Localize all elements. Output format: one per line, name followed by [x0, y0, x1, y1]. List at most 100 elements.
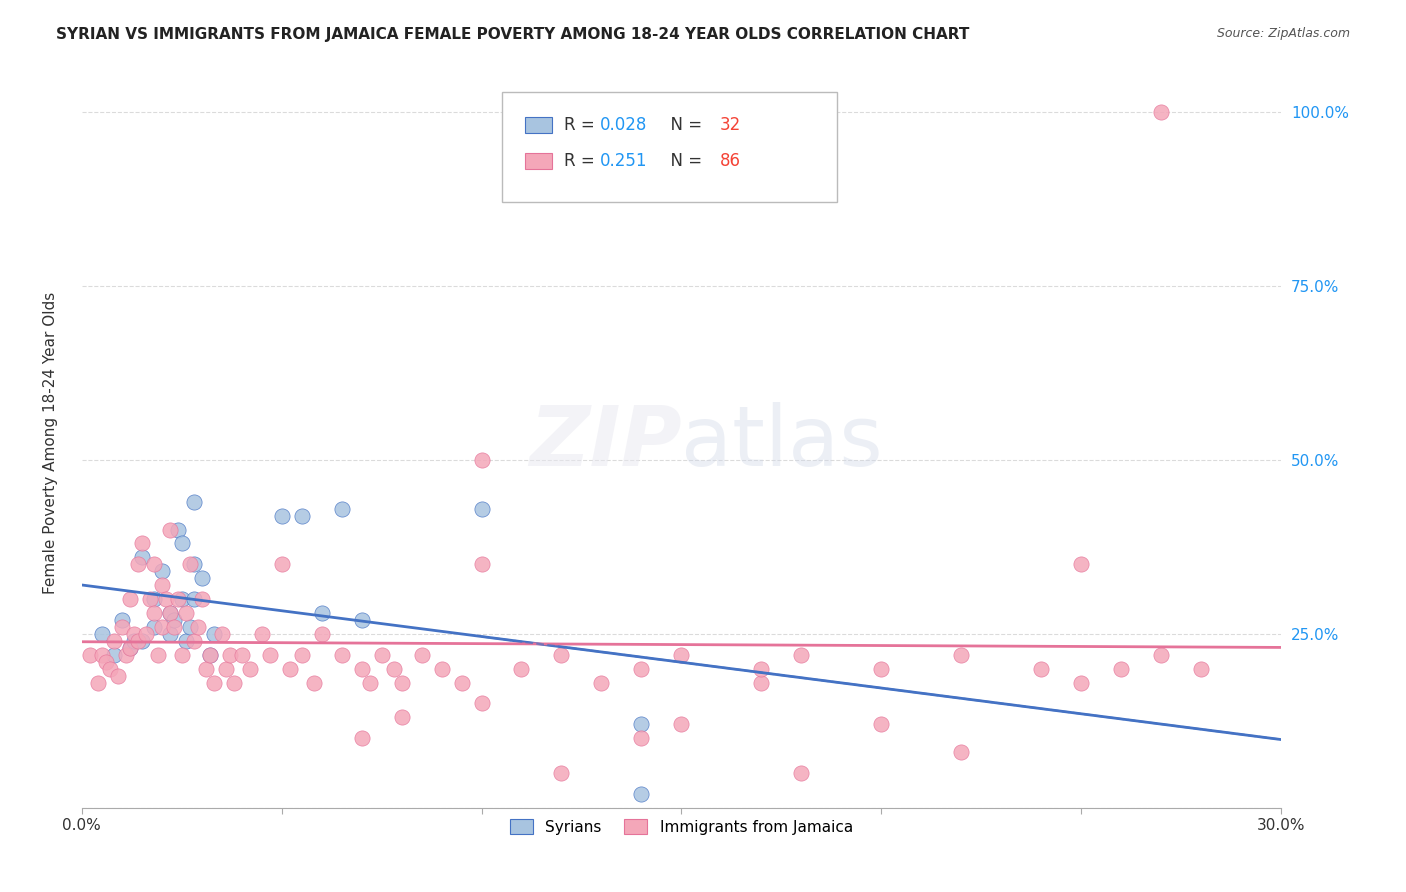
FancyBboxPatch shape	[526, 153, 553, 169]
Point	[291, 648, 314, 662]
FancyBboxPatch shape	[526, 117, 553, 133]
Text: Source: ZipAtlas.com: Source: ZipAtlas.com	[1216, 27, 1350, 40]
Point	[190, 592, 212, 607]
Point	[142, 558, 165, 572]
Point	[103, 648, 125, 662]
Point	[250, 627, 273, 641]
Point	[170, 536, 193, 550]
Point	[510, 662, 533, 676]
Point	[1189, 662, 1212, 676]
Point	[870, 717, 893, 731]
Point	[231, 648, 253, 662]
Point	[359, 675, 381, 690]
Point	[174, 606, 197, 620]
Point	[630, 717, 652, 731]
Point	[146, 648, 169, 662]
Text: R =: R =	[564, 116, 600, 134]
Point	[170, 648, 193, 662]
Point	[630, 731, 652, 746]
Point	[391, 675, 413, 690]
Point	[131, 550, 153, 565]
Text: 0.028: 0.028	[600, 116, 647, 134]
Point	[79, 648, 101, 662]
Point	[591, 675, 613, 690]
Point	[138, 592, 160, 607]
Text: 0.251: 0.251	[600, 153, 647, 170]
Point	[350, 731, 373, 746]
Point	[671, 648, 693, 662]
Point	[950, 648, 973, 662]
Point	[751, 662, 773, 676]
Text: N =: N =	[659, 153, 707, 170]
Point	[118, 640, 141, 655]
Point	[187, 620, 209, 634]
Text: atlas: atlas	[682, 402, 883, 483]
Point	[350, 613, 373, 627]
Point	[198, 648, 221, 662]
Point	[311, 627, 333, 641]
Point	[291, 508, 314, 523]
Point	[202, 627, 225, 641]
Point	[103, 633, 125, 648]
Text: SYRIAN VS IMMIGRANTS FROM JAMAICA FEMALE POVERTY AMONG 18-24 YEAR OLDS CORRELATI: SYRIAN VS IMMIGRANTS FROM JAMAICA FEMALE…	[56, 27, 970, 42]
Point	[190, 571, 212, 585]
Point	[163, 613, 186, 627]
Point	[1109, 662, 1132, 676]
Point	[142, 620, 165, 634]
Point	[550, 648, 572, 662]
Text: R =: R =	[564, 153, 600, 170]
Point	[550, 766, 572, 780]
Point	[302, 675, 325, 690]
Point	[122, 633, 145, 648]
Point	[150, 564, 173, 578]
Point	[790, 648, 813, 662]
Point	[131, 633, 153, 648]
Point	[311, 606, 333, 620]
Point	[150, 620, 173, 634]
Text: ZIP: ZIP	[529, 402, 682, 483]
Point	[790, 766, 813, 780]
Point	[202, 675, 225, 690]
Point	[470, 453, 492, 467]
Point	[118, 640, 141, 655]
Point	[174, 633, 197, 648]
Point	[127, 558, 149, 572]
Point	[90, 627, 112, 641]
Point	[179, 558, 201, 572]
Point	[630, 787, 652, 801]
Point	[159, 523, 181, 537]
Point	[135, 627, 157, 641]
Point	[114, 648, 136, 662]
Point	[222, 675, 245, 690]
Point	[1150, 105, 1173, 120]
Point	[391, 710, 413, 724]
Point	[630, 662, 652, 676]
Point	[183, 558, 205, 572]
Point	[751, 675, 773, 690]
Point	[107, 668, 129, 682]
Point	[470, 697, 492, 711]
Point	[470, 501, 492, 516]
Point	[239, 662, 262, 676]
Point	[131, 536, 153, 550]
Point	[127, 633, 149, 648]
Point	[170, 592, 193, 607]
Point	[90, 648, 112, 662]
Point	[330, 501, 353, 516]
Point	[470, 558, 492, 572]
Point	[278, 662, 301, 676]
Legend: Syrians, Immigrants from Jamaica: Syrians, Immigrants from Jamaica	[501, 810, 862, 844]
Point	[950, 745, 973, 759]
Text: 32: 32	[720, 116, 741, 134]
Point	[183, 494, 205, 508]
Point	[430, 662, 453, 676]
Point	[94, 655, 117, 669]
Point	[166, 592, 188, 607]
Point	[330, 648, 353, 662]
Text: 86: 86	[720, 153, 741, 170]
Point	[194, 662, 217, 676]
Point	[118, 592, 141, 607]
Point	[382, 662, 405, 676]
Point	[183, 592, 205, 607]
Point	[198, 648, 221, 662]
